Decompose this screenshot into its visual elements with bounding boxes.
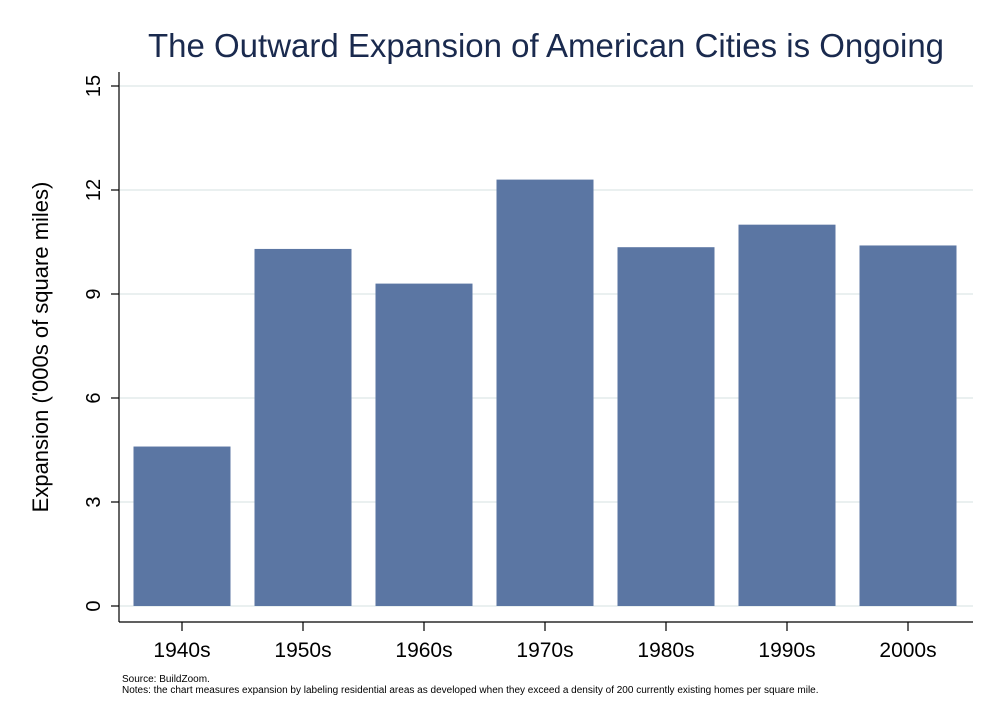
x-tick-label: 1980s [637, 639, 694, 662]
axes [118, 72, 973, 623]
source-note: Source: BuildZoom. [122, 674, 210, 685]
x-ticks: 1940s 1950s 1960s 1970s 1980s 1990s 2000s [153, 622, 937, 662]
bar-1990s [738, 224, 836, 606]
y-tick-label: 12 [83, 179, 105, 201]
x-tick-label: 1960s [395, 639, 452, 662]
chart-title: The Outward Expansion of American Cities… [148, 27, 944, 64]
y-ticks: 0 3 6 9 12 15 [83, 75, 119, 612]
y-tick-label: 9 [83, 288, 105, 299]
bar-1940s [133, 446, 231, 606]
bar-1970s [496, 179, 594, 606]
y-tick-label: 0 [83, 600, 105, 611]
y-axis-label: Expansion ('000s of square miles) [28, 182, 53, 513]
x-tick-label: 1970s [516, 639, 573, 662]
bars [133, 179, 957, 606]
bar-1980s [617, 247, 715, 606]
bar-1960s [375, 283, 473, 606]
x-tick-label: 1950s [274, 639, 331, 662]
bar-1950s [254, 248, 352, 606]
notes-text: Notes: the chart measures expansion by l… [122, 685, 819, 696]
y-tick-label: 15 [83, 75, 105, 97]
bar-2000s [859, 245, 957, 606]
y-tick-label: 6 [83, 392, 105, 403]
y-tick-label: 3 [83, 496, 105, 507]
x-tick-label: 1940s [153, 639, 210, 662]
x-tick-label: 1990s [758, 639, 815, 662]
x-tick-label: 2000s [879, 639, 936, 662]
